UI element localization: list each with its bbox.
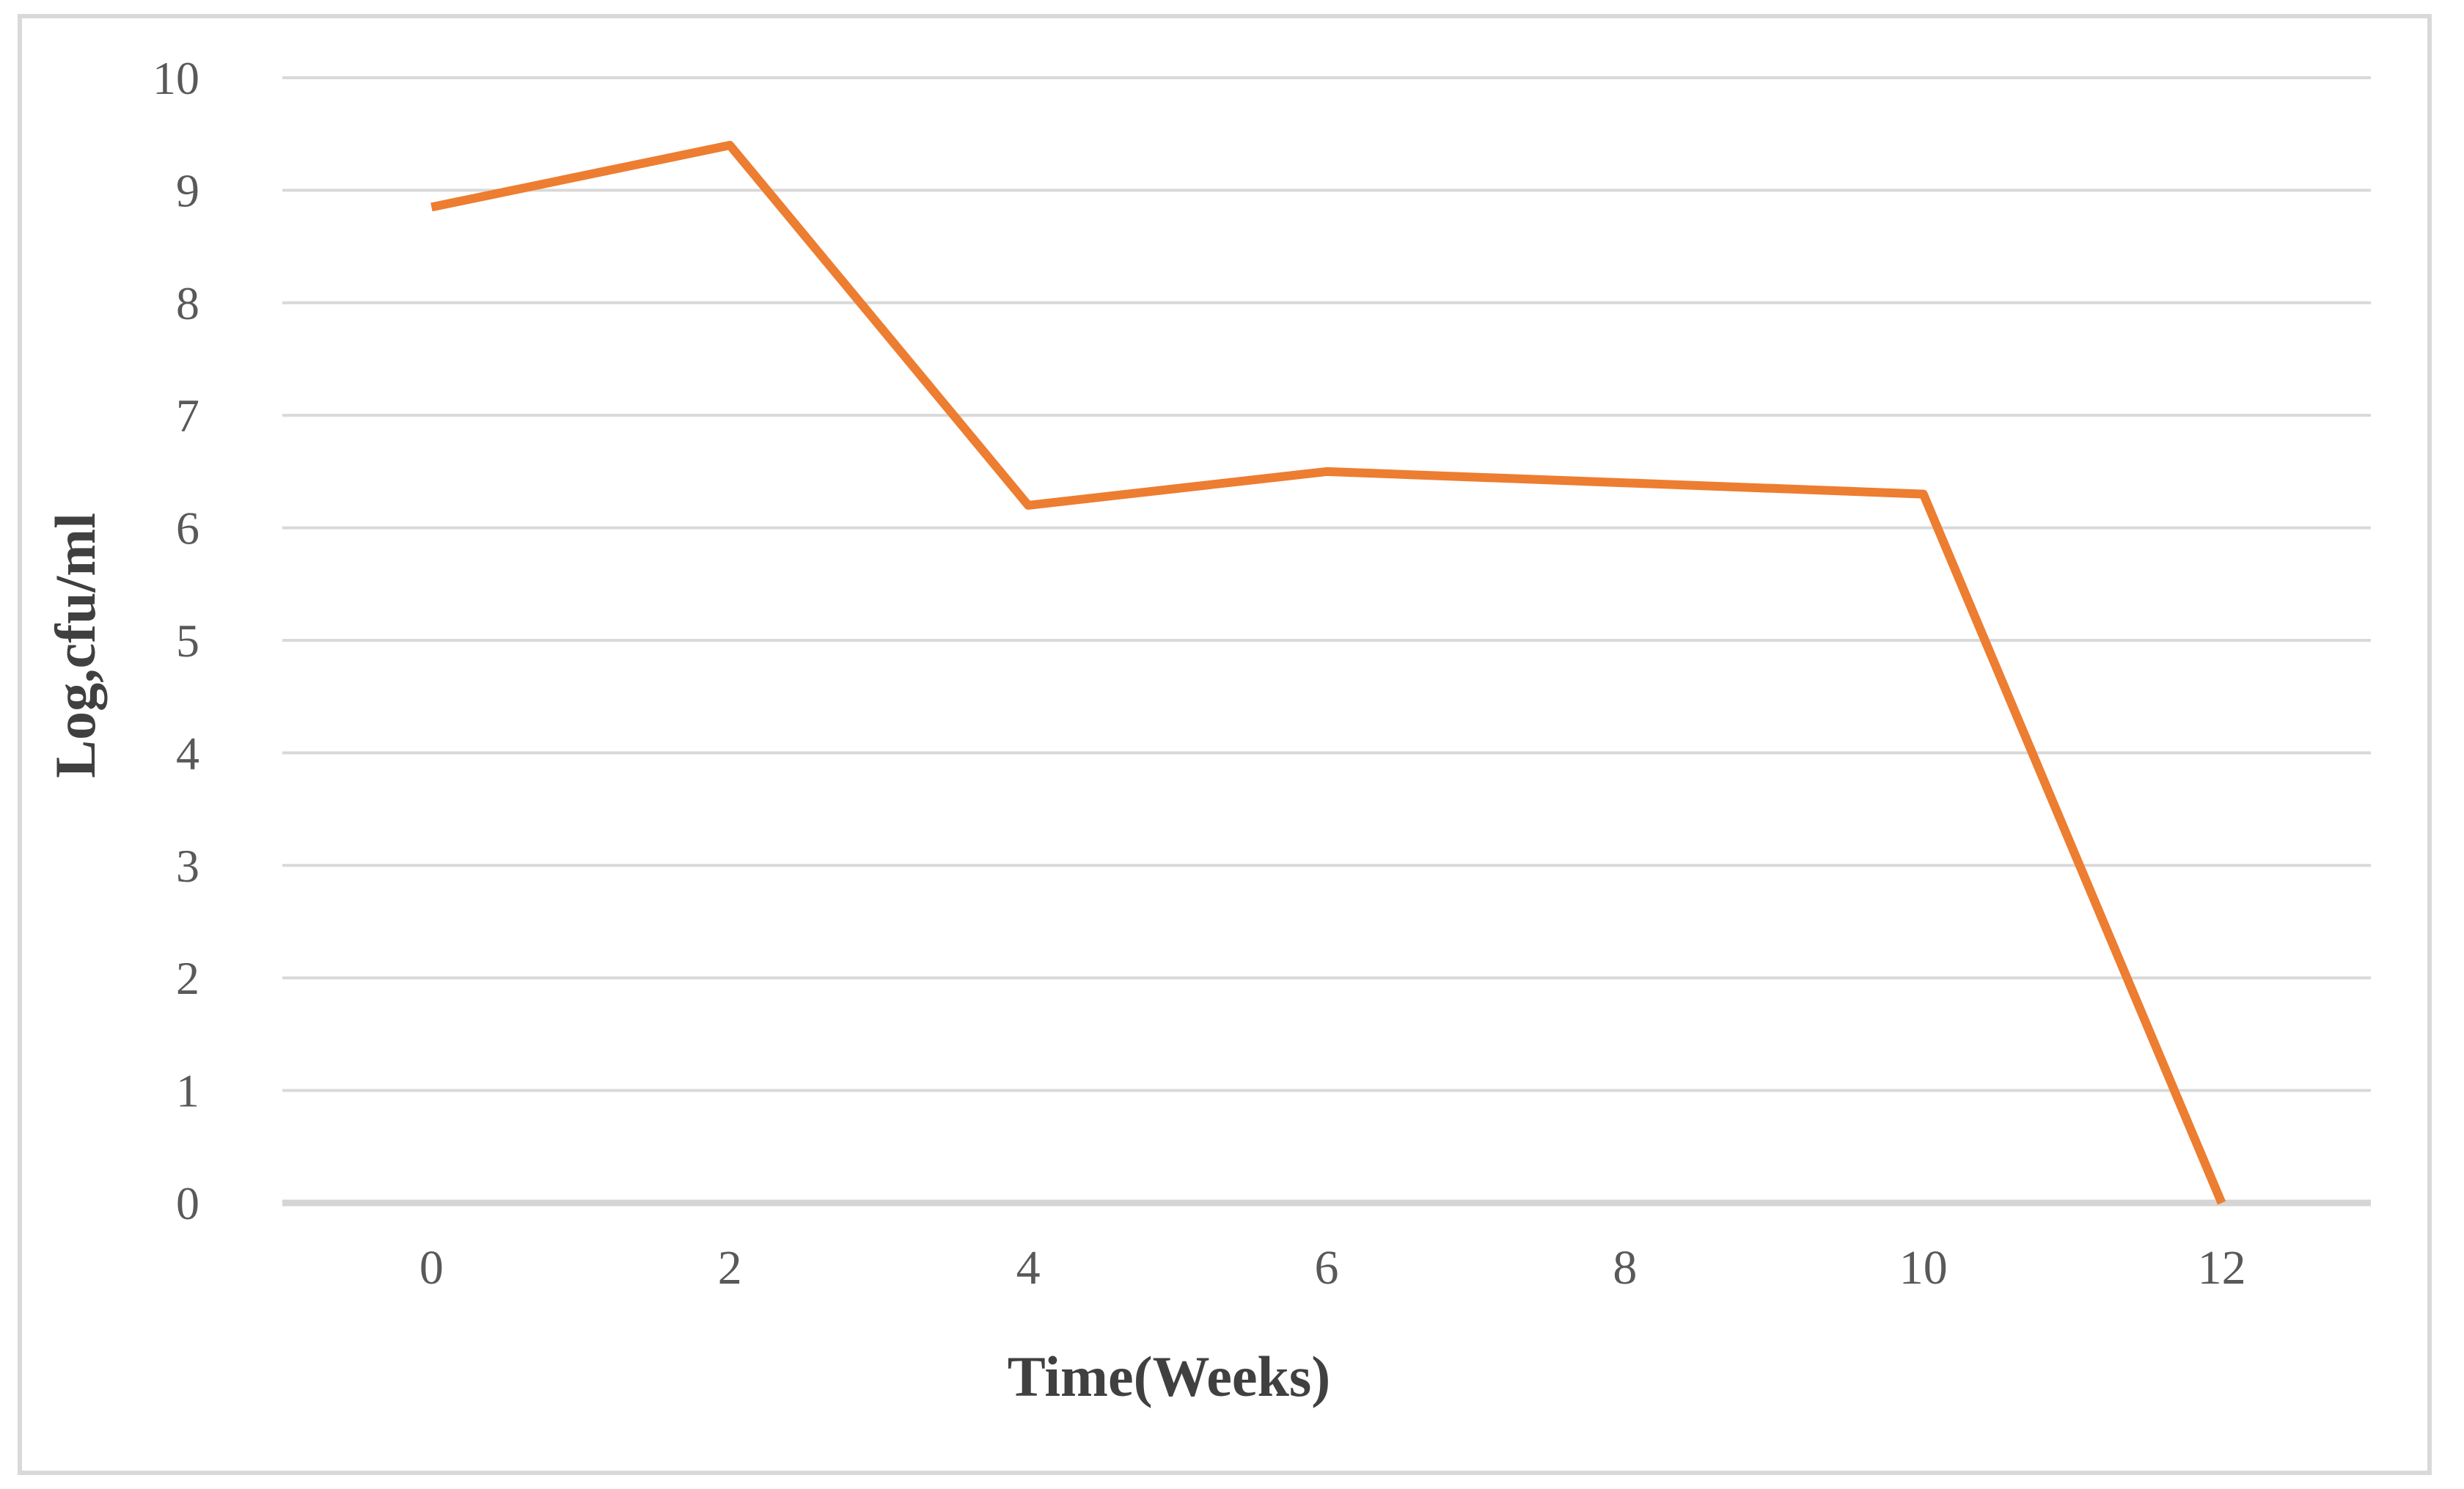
x-tick-labels-group: 0 2 4 6 8 10 12 bbox=[419, 1241, 2246, 1295]
x-tick-label: 10 bbox=[1899, 1241, 1948, 1295]
x-tick-label: 6 bbox=[1315, 1241, 1339, 1295]
y-tick-label: 6 bbox=[176, 502, 199, 555]
y-tick-label: 2 bbox=[176, 952, 199, 1004]
gridlines-group bbox=[282, 76, 2371, 1207]
x-tick-label: 0 bbox=[419, 1241, 444, 1295]
y-tick-label: 5 bbox=[176, 615, 199, 667]
x-tick-label: 8 bbox=[1613, 1241, 1637, 1295]
x-tick-label: 4 bbox=[1016, 1241, 1041, 1295]
x-tick-label: 12 bbox=[2198, 1241, 2246, 1295]
y-tick-label: 10 bbox=[153, 52, 199, 104]
y-tick-label: 4 bbox=[176, 727, 199, 779]
series-line bbox=[430, 141, 2226, 1205]
x-tick-label: 2 bbox=[718, 1241, 742, 1295]
series-group bbox=[430, 141, 2226, 1205]
y-tick-labels-group: 0 1 2 3 4 5 6 7 8 9 10 bbox=[153, 52, 199, 1229]
x-axis-title: Time(Weeks) bbox=[1007, 1345, 1331, 1408]
y-tick-label: 0 bbox=[176, 1177, 199, 1229]
y-tick-label: 3 bbox=[176, 840, 199, 892]
y-tick-label: 1 bbox=[176, 1065, 199, 1117]
y-tick-label: 8 bbox=[176, 277, 199, 329]
y-tick-label: 9 bbox=[176, 164, 199, 216]
y-tick-label: 7 bbox=[176, 389, 199, 442]
y-axis-title: Log,cfu/ml bbox=[43, 513, 107, 778]
